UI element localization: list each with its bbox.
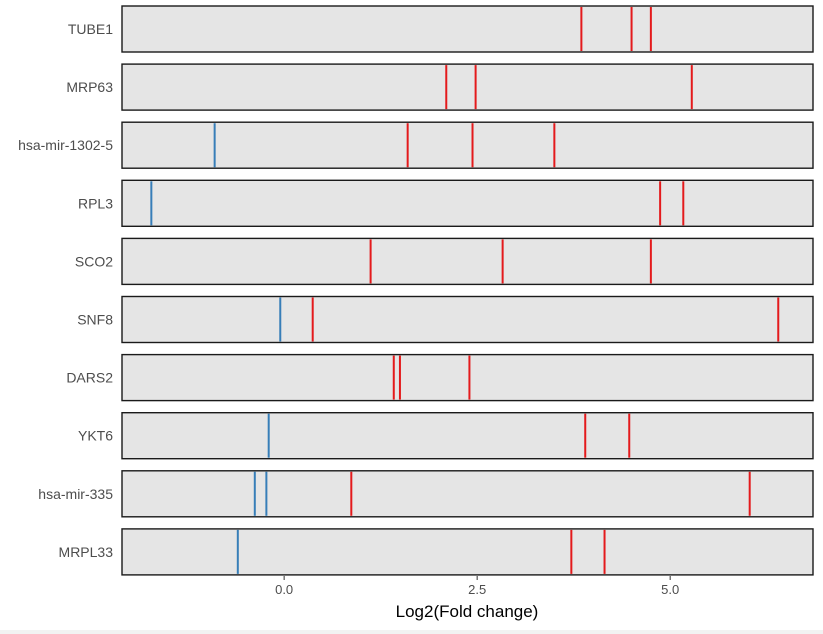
row-panel: [121, 528, 814, 576]
row-label: MRPL33: [59, 544, 114, 560]
row-YKT6: YKT6: [78, 412, 814, 460]
row-hsa-mir-1302-5: hsa-mir-1302-5: [18, 121, 814, 169]
x-tick-label: 5.0: [661, 582, 679, 597]
row-panel: [121, 5, 814, 53]
bottom-strip: [0, 630, 823, 634]
row-MRP63: MRP63: [66, 63, 814, 111]
x-tick-label: 0.0: [275, 582, 293, 597]
row-RPL3: RPL3: [78, 179, 814, 228]
row-panel: [121, 353, 814, 402]
row-MRPL33: MRPL33: [59, 528, 814, 576]
row-label: DARS2: [66, 370, 113, 386]
row-label: RPL3: [78, 195, 113, 211]
row-panel: [121, 63, 814, 111]
row-label: MRP63: [66, 79, 113, 95]
x-axis-title: Log2(Fold change): [396, 602, 539, 621]
row-panel: [121, 121, 814, 169]
row-panel: [121, 237, 814, 286]
row-label: hsa-mir-335: [38, 486, 113, 502]
row-TUBE1: TUBE1: [68, 5, 814, 53]
row-label: hsa-mir-1302-5: [18, 137, 113, 153]
row-label: TUBE1: [68, 21, 113, 37]
row-hsa-mir-335: hsa-mir-335: [38, 470, 814, 518]
row-SCO2: SCO2: [75, 237, 814, 286]
row-label: YKT6: [78, 428, 113, 444]
row-panel: [121, 470, 814, 518]
row-panel: [121, 179, 814, 228]
x-tick-label: 2.5: [468, 582, 486, 597]
row-panel: [121, 295, 814, 344]
panels: TUBE1 MRP63 hsa-mir-1302-5 RPL3 SCO2 SNF8 DARS…: [18, 5, 814, 576]
row-label: SCO2: [75, 253, 113, 269]
x-axis: 0.0 2.5 5.0: [275, 576, 679, 597]
row-SNF8: SNF8: [77, 295, 814, 344]
row-panel: [121, 412, 814, 460]
row-DARS2: DARS2: [66, 353, 814, 402]
row-label: SNF8: [77, 312, 113, 328]
